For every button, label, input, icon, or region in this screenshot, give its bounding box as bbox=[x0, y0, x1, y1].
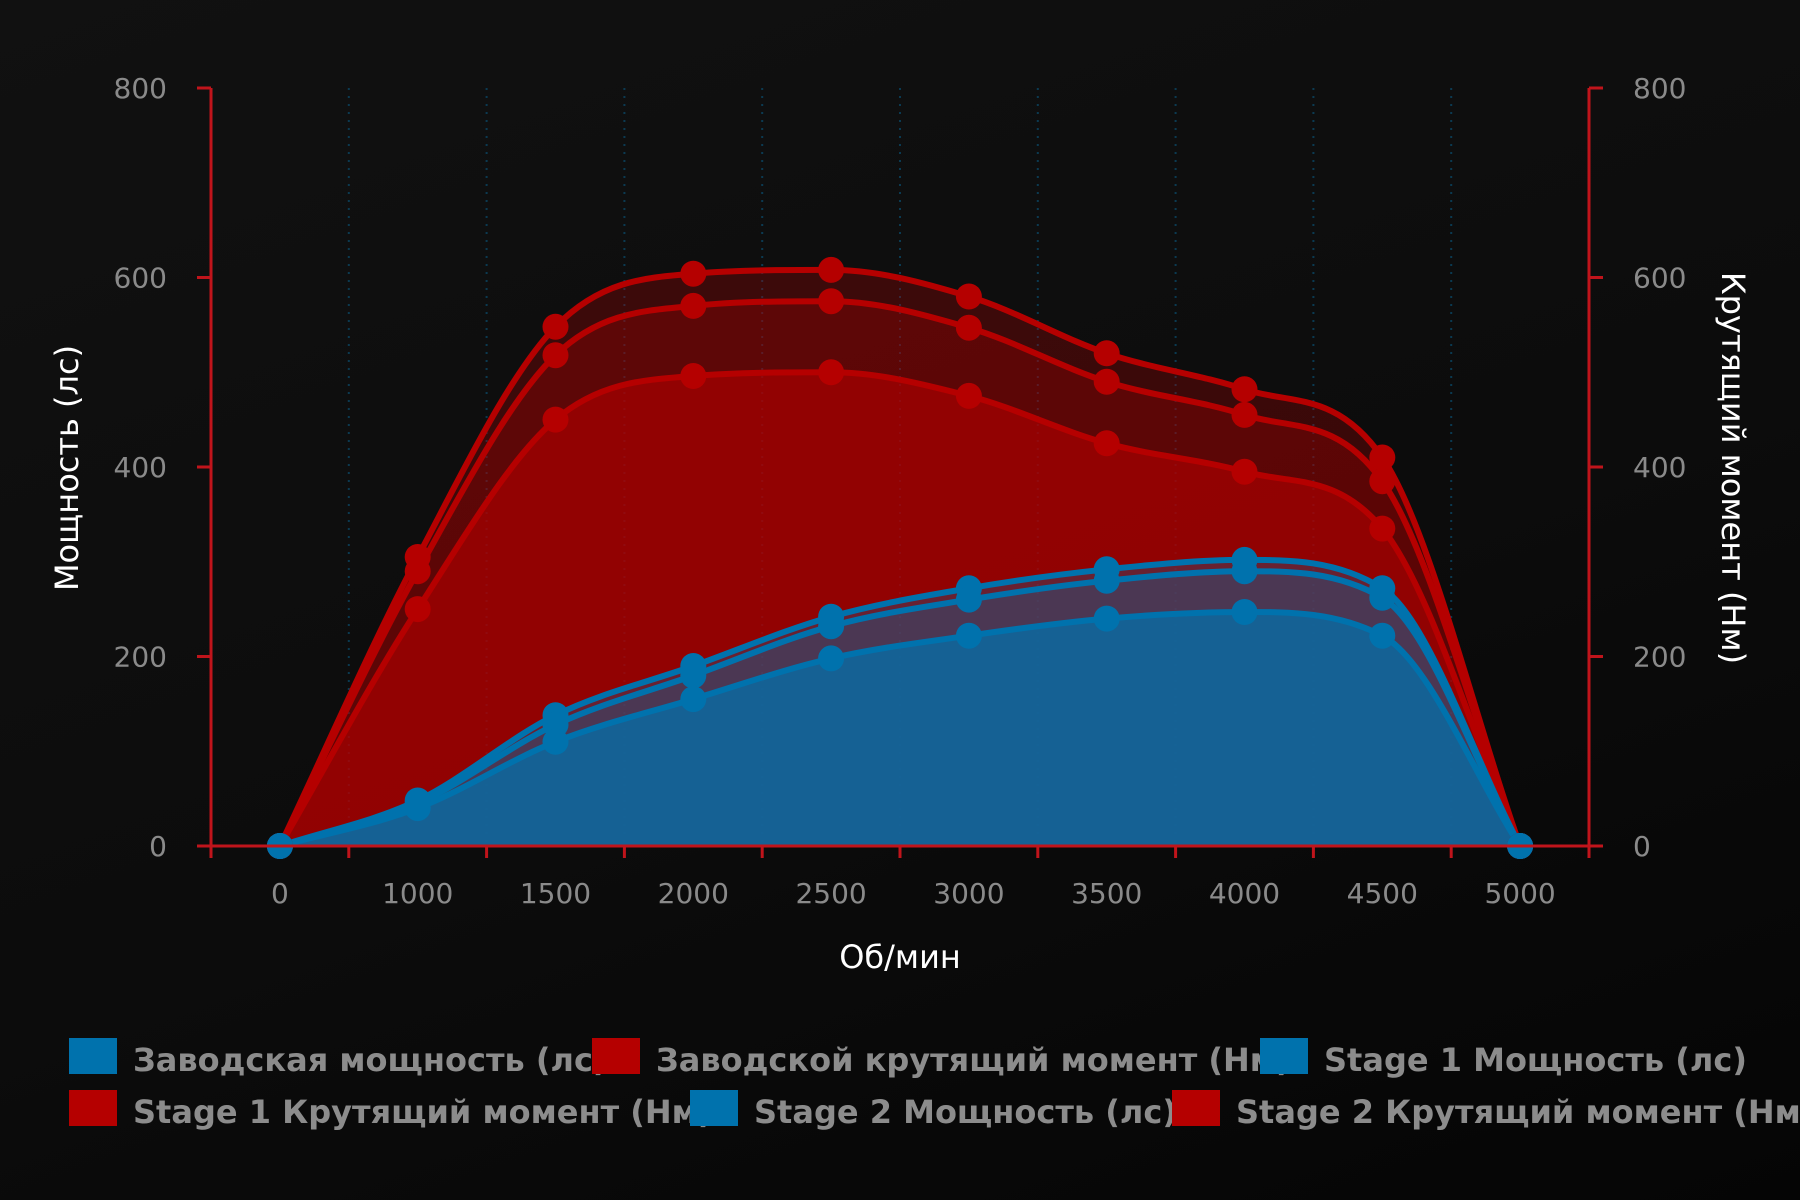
y-tick-label-right: 600 bbox=[1633, 262, 1686, 295]
data-point bbox=[1369, 444, 1396, 471]
data-point bbox=[955, 314, 982, 341]
x-tick-label: 3500 bbox=[1071, 877, 1142, 910]
legend-swatch bbox=[690, 1090, 738, 1126]
y-tick-label-right: 400 bbox=[1633, 451, 1686, 484]
y-tick-label-right: 800 bbox=[1633, 72, 1686, 105]
legend: Заводская мощность (лс) Заводской крутящи… bbox=[69, 1038, 1800, 1131]
data-point bbox=[1369, 515, 1396, 542]
legend-swatch bbox=[69, 1090, 117, 1126]
series-line bbox=[277, 266, 1523, 848]
x-axis-title: Об/мин bbox=[839, 938, 961, 976]
x-tick-label: 1500 bbox=[520, 877, 591, 910]
x-tick-label: 4000 bbox=[1209, 877, 1280, 910]
y-tick-label-left: 200 bbox=[114, 641, 167, 674]
data-point bbox=[542, 406, 569, 433]
legend-swatch bbox=[69, 1038, 117, 1074]
data-point bbox=[1231, 599, 1258, 625]
data-point bbox=[1093, 340, 1120, 367]
legend-label: Stage 2 Крутящий момент (Нм) bbox=[1236, 1093, 1800, 1131]
legend-label: Заводская мощность (лс) bbox=[133, 1041, 608, 1079]
x-tick-label: 1000 bbox=[382, 877, 453, 910]
x-tick-label: 2000 bbox=[658, 877, 729, 910]
data-point bbox=[542, 728, 569, 755]
series-line bbox=[277, 298, 1523, 848]
legend-swatch bbox=[1172, 1090, 1220, 1126]
x-tick-label: 5000 bbox=[1484, 877, 1555, 910]
data-point bbox=[1231, 558, 1258, 585]
x-tick-label: 4500 bbox=[1347, 877, 1418, 910]
series-line bbox=[278, 556, 1523, 849]
y-axis-left-title: Мощность (лс) bbox=[48, 345, 86, 591]
data-point bbox=[1231, 458, 1258, 485]
x-tick-label: 2500 bbox=[795, 877, 866, 910]
data-point bbox=[1093, 430, 1120, 457]
y-tick-label-left: 400 bbox=[114, 451, 167, 484]
y-tick-label-right: 0 bbox=[1633, 830, 1651, 863]
series-line bbox=[279, 568, 1523, 849]
data-point bbox=[680, 363, 707, 389]
data-point bbox=[404, 795, 431, 822]
legend-label: Stage 1 Мощность (лс) bbox=[1324, 1041, 1747, 1079]
data-point bbox=[955, 586, 982, 613]
y-tick-label-left: 800 bbox=[114, 72, 167, 105]
data-point bbox=[1093, 368, 1120, 395]
legend-label: Stage 1 Крутящий момент (Нм) bbox=[133, 1093, 712, 1131]
data-point bbox=[404, 558, 431, 585]
series-line bbox=[277, 369, 1523, 848]
data-point bbox=[818, 256, 845, 283]
axes: 0 0 200 200 400 400 600 600 800 800 0 1000 1500 2000 2… bbox=[114, 72, 1687, 910]
data-point bbox=[818, 645, 845, 672]
legend-swatch bbox=[592, 1038, 640, 1074]
data-point bbox=[1093, 605, 1120, 632]
data-point bbox=[542, 313, 569, 340]
data-point bbox=[542, 342, 569, 369]
series-lines bbox=[277, 266, 1523, 849]
data-point bbox=[680, 686, 707, 713]
data-point bbox=[1369, 622, 1396, 649]
data-point bbox=[955, 622, 982, 649]
legend-label: Stage 2 Мощность (лс) bbox=[754, 1093, 1177, 1131]
data-point bbox=[955, 283, 982, 310]
y-tick-label-left: 0 bbox=[149, 830, 167, 863]
series-area bbox=[279, 612, 1521, 846]
x-tick-label: 0 bbox=[271, 877, 289, 910]
legend-swatch bbox=[1260, 1038, 1308, 1074]
y-tick-label-right: 200 bbox=[1633, 641, 1686, 674]
data-point bbox=[818, 359, 845, 386]
series-areas bbox=[279, 269, 1521, 846]
data-point bbox=[680, 662, 707, 689]
series-line bbox=[279, 609, 1523, 849]
data-point bbox=[1231, 401, 1258, 428]
data-point bbox=[1093, 567, 1120, 594]
data-point bbox=[1231, 376, 1258, 403]
data-point bbox=[680, 260, 707, 287]
legend-label: Заводской крутящий момент (Нм) bbox=[656, 1041, 1291, 1079]
data-point bbox=[818, 288, 845, 315]
y-axis-right-title: Крутящий момент (Нм) bbox=[1714, 272, 1752, 664]
x-tick-label: 3000 bbox=[933, 877, 1004, 910]
data-point bbox=[1369, 584, 1396, 611]
data-point bbox=[955, 382, 982, 409]
data-point bbox=[818, 613, 845, 640]
data-point bbox=[680, 292, 707, 319]
y-tick-label-left: 600 bbox=[114, 262, 167, 295]
data-point bbox=[404, 596, 431, 623]
data-point bbox=[1369, 468, 1396, 495]
